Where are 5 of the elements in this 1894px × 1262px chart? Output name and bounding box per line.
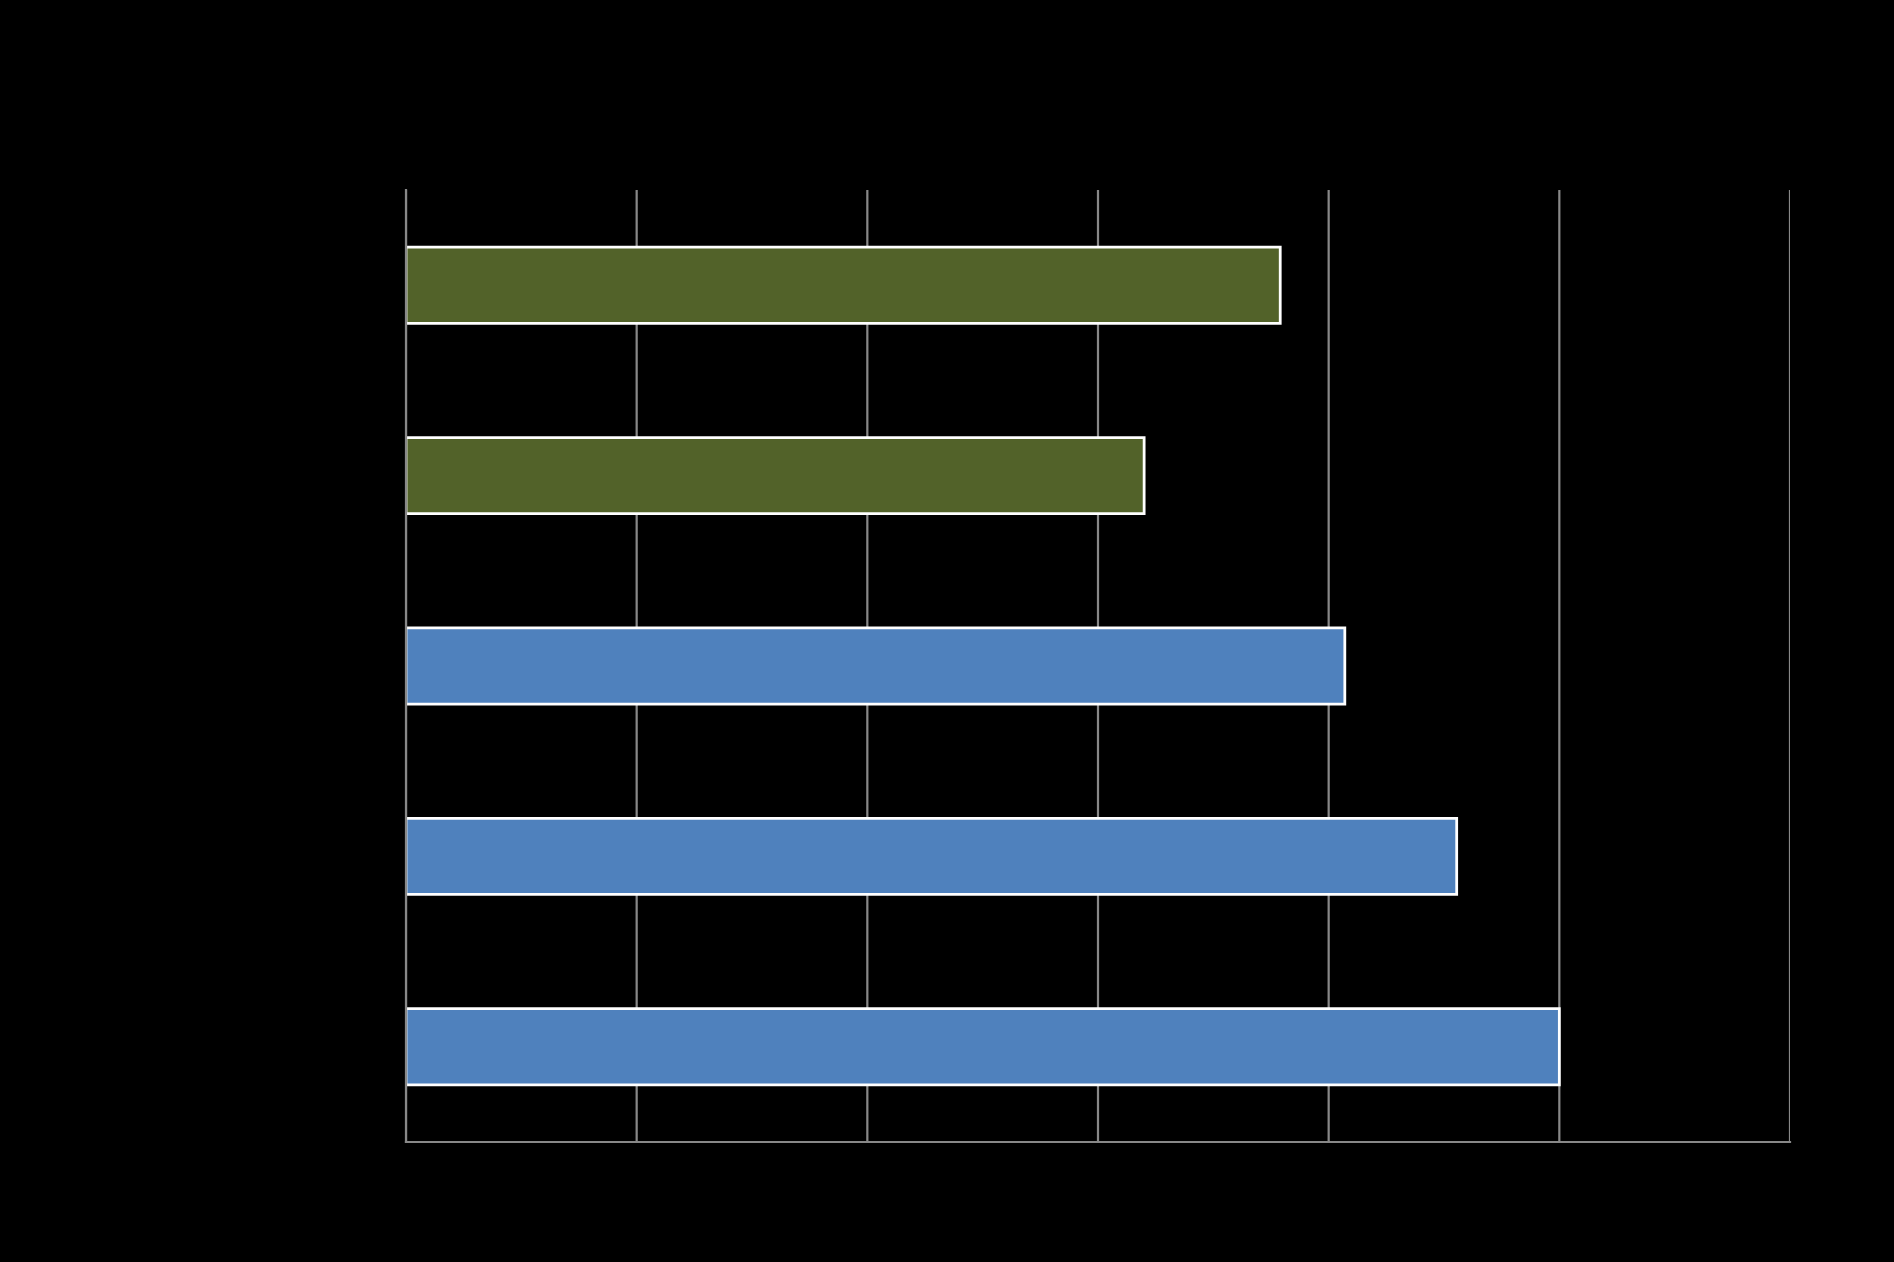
bar — [406, 436, 1146, 516]
bar — [406, 245, 1282, 325]
bar — [406, 1007, 1561, 1087]
bar — [406, 816, 1459, 896]
bar — [406, 626, 1347, 706]
